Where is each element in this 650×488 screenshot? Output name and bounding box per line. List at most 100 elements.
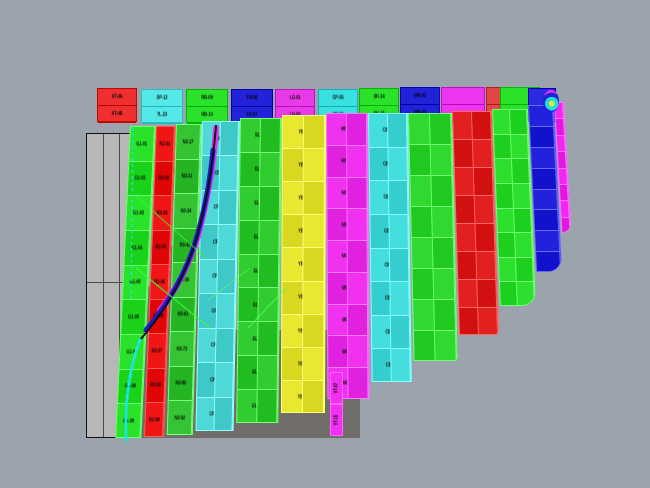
mesh-cell: EL-3B <box>240 152 261 187</box>
band-magenta-7[interactable]: MG-05 MG-18 MG-27 MG-33 MG-46 MG-54 MG-67 MG-75… <box>326 113 370 399</box>
mesh-cell <box>510 110 529 135</box>
mesh-cell: CB-47 <box>370 214 390 249</box>
mesh-cell: CP-45 <box>199 259 219 295</box>
mesh-cell: G1-04 <box>124 231 151 266</box>
mesh-cell: CB-23 <box>369 147 389 182</box>
band-cyan-8[interactable]: CB-11 CB-23 CB-35 CB-47 CB-59 CB-64 CB-76 CB-89 <box>368 113 412 382</box>
mesh-cell <box>260 119 281 153</box>
mesh-cell <box>348 368 369 399</box>
mesh-cell: CP-03 <box>202 122 221 157</box>
mesh-cell-label: G1-07 <box>126 347 138 355</box>
mesh-cell: CP-31 <box>200 225 219 260</box>
mesh-cell <box>459 308 480 335</box>
mesh-cell-label: G1-05 <box>129 278 141 285</box>
stringer-label: SP-12 <box>156 93 168 101</box>
mesh-cell: N3-61 <box>170 297 196 333</box>
mesh-cell: CP-60 <box>197 328 217 364</box>
mesh-cell: N3-17 <box>175 125 201 160</box>
mesh-cell <box>495 159 514 184</box>
mesh-cell: YB-12 <box>282 314 304 348</box>
mesh-cell: MG-46 <box>327 241 348 273</box>
band-red-10[interactable] <box>452 111 500 335</box>
stringer-cell: FR-06 <box>232 90 272 107</box>
band-cyan-4[interactable]: CP-03 CP-12 CP-24 CP-31 CP-45 CP-52 CP-60 CP-77… <box>195 121 240 431</box>
mesh-cell: G1-09 <box>116 404 142 438</box>
mesh-cell <box>558 168 568 185</box>
panel-divider-horizontal <box>87 282 133 284</box>
mesh-cell <box>413 331 436 361</box>
stringer-cell: ST-4A <box>98 89 136 106</box>
mesh-cell <box>390 282 410 316</box>
mesh-cell <box>260 152 281 187</box>
mesh-cell <box>411 207 433 238</box>
mesh-cell: N3-42 <box>172 228 198 264</box>
stringer-block-0[interactable]: ST-4A ST-4B <box>97 88 137 123</box>
mesh-cell: G1-03 <box>126 196 152 231</box>
stringer-label: FR-06 <box>246 93 258 101</box>
mesh-cell <box>411 238 434 269</box>
mesh-cell <box>474 196 495 224</box>
mesh-cell <box>347 145 368 178</box>
rotated-tag-label-0: VT-07 <box>332 382 339 394</box>
mesh-cell: EL-7F <box>238 288 259 323</box>
stringer-cell <box>442 88 484 105</box>
stringer-label: MB-02 <box>414 91 426 99</box>
mesh-cell <box>472 140 493 168</box>
mesh-cell <box>473 168 494 196</box>
mesh-cell <box>303 182 325 216</box>
mesh-cell: CP-77 <box>197 363 216 398</box>
mesh-cell: YB-28 <box>282 347 304 381</box>
mesh-cell: N3-34 <box>173 194 199 229</box>
band-green-9[interactable] <box>408 113 458 361</box>
mesh-cell <box>533 189 559 211</box>
band-green-5[interactable]: EL-2A EL-3B EL-4C EL-5D EL-6E EL-7F EL-8G EL-9H… <box>236 118 282 423</box>
mesh-cell <box>454 168 475 196</box>
mesh-cell <box>259 220 280 255</box>
mesh-cell <box>258 322 279 357</box>
mesh-cell: MG-75 <box>328 336 349 369</box>
mesh-cell <box>531 147 557 169</box>
mesh-cell <box>556 119 565 136</box>
stringer-cell: SP-12 <box>142 90 182 107</box>
mesh-cell <box>516 282 535 306</box>
mesh-cell <box>388 181 409 215</box>
mesh-cell-label: R2-09 <box>148 416 160 423</box>
mesh-cell <box>513 208 532 234</box>
rotated-tag-label-1: VT-15 <box>332 414 339 426</box>
mesh-cell: EL-9H <box>237 356 259 391</box>
mesh-cell <box>215 363 234 398</box>
mesh-cell <box>220 122 239 157</box>
mesh-cell <box>218 190 238 226</box>
stringer-block-2[interactable]: RB-09 RB-10 <box>186 89 228 124</box>
stringer-cell: LG-81 <box>276 90 314 107</box>
stringer-block-1[interactable]: SP-12 7L-23 <box>141 89 183 124</box>
stringer-label: RB-09 <box>201 93 213 101</box>
mesh-cell <box>303 281 325 315</box>
stringer-label: LG-82 <box>289 111 300 118</box>
mesh-cell-label: G1-08 <box>124 382 136 389</box>
mesh-cell <box>412 269 435 300</box>
mesh-cell <box>303 215 325 249</box>
mesh-cell <box>432 238 455 269</box>
mesh-cell <box>347 177 368 210</box>
mesh-cell-label: R2-03 <box>156 208 168 216</box>
mesh-cell: N3-80 <box>168 366 194 402</box>
mesh-cell <box>472 112 492 140</box>
mesh-cell <box>389 214 409 249</box>
mesh-cell <box>413 300 435 331</box>
mesh-cell: YB-62 <box>282 182 304 216</box>
band-yellow-6[interactable]: YB-44 YB-51 YB-62 YB-70 YB-83 YB-91 YB-12 YB-28… <box>280 115 326 413</box>
mesh-cell <box>347 272 369 305</box>
stringer-label: FR-07 <box>246 110 258 118</box>
mesh-cell <box>512 159 531 184</box>
mesh-cell: R2-05 <box>150 265 170 300</box>
mesh-cell: EL-4C <box>239 186 261 221</box>
mesh-cell <box>388 147 408 182</box>
mesh-cell-label: R2-01 <box>159 139 171 147</box>
stringer-cell <box>501 88 539 105</box>
stringer-label: 7L-23 <box>156 110 168 118</box>
mesh-cell <box>410 176 433 207</box>
mesh-cell <box>219 156 239 191</box>
mesh-cell-label: N3-92 <box>174 414 186 421</box>
